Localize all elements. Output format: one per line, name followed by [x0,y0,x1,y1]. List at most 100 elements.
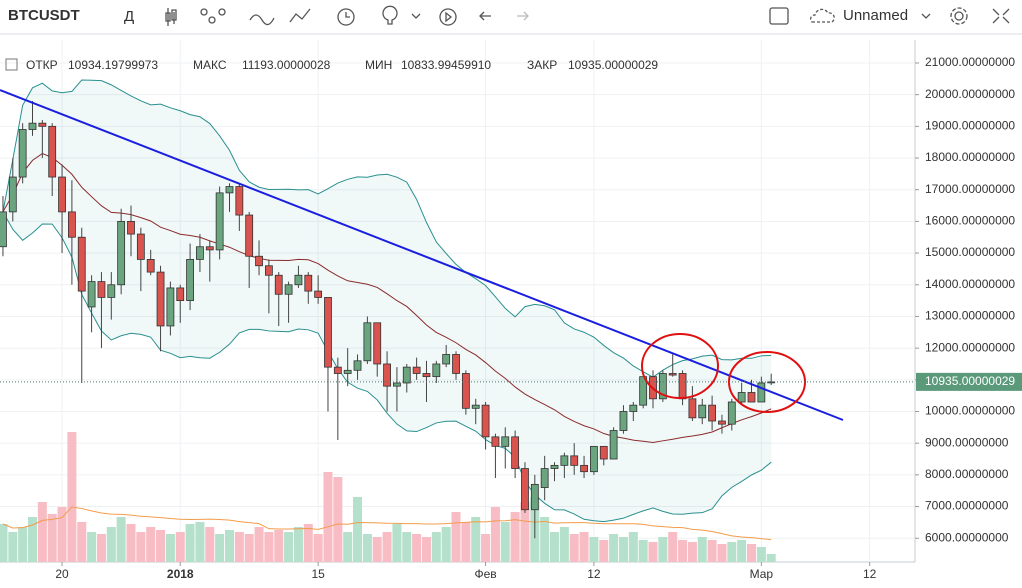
legend-toggle[interactable] [5,58,18,71]
legend-label: МИН [365,58,392,72]
volume-bar [727,542,737,562]
volume-bar [116,517,126,562]
candle-body [609,430,618,460]
volume-bar [569,534,579,562]
candle-body [590,445,598,473]
volume-bar [106,527,116,562]
volume-bar [8,532,18,562]
legend-label: ЗАКР [527,58,557,72]
candle-body [127,220,135,235]
candle-body [245,214,254,257]
volume-bar [156,530,166,562]
axes: 6000.00000000 7000.00000000 8000.00000000 9… [0,55,1022,581]
x-tick-label: Мар [750,567,774,581]
volume-bar [510,512,520,562]
volume-bar [244,534,254,562]
candle-body [304,274,313,292]
y-tick-label: 13000.00000000 [925,309,1015,323]
volume-bar [451,512,461,562]
volume-bar [254,527,264,562]
volume-bar [37,502,47,562]
legend-value: 10833.99459910 [401,58,491,72]
candle-body [284,284,293,295]
volume-bar [28,517,38,562]
candle-body [619,411,628,431]
volume-bar [658,537,668,562]
interval[interactable]: Д [124,8,134,25]
candle-body [255,255,263,267]
volume-bar [638,540,648,562]
candle-body [383,363,391,387]
layout-name[interactable]: Unnamed [843,7,908,24]
candle-body [511,436,520,469]
volume-bar [747,544,757,562]
candle-body [747,392,756,403]
candle-body [314,290,323,298]
y-tick-label: 20000.00000000 [925,87,1015,101]
volume-bar [293,527,303,562]
volume-pane [0,432,776,562]
y-tick-label: 18000.00000000 [925,150,1015,164]
volume-bar [215,534,225,562]
candle-body [274,274,283,295]
candle-body [294,274,303,286]
volume-bar [323,472,333,562]
x-tick-label: 20 [55,567,69,581]
candle-body [373,322,382,365]
volume-bar [490,507,500,562]
candle-body [422,373,431,378]
volume-bar [47,514,57,562]
volume-bar [353,497,363,562]
candle-body [658,373,667,400]
symbol[interactable]: BTCUSDT [8,7,80,24]
y-tick-label: 16000.00000000 [925,214,1015,228]
volume-bar [175,532,185,562]
candle-body [580,464,588,473]
volume-bar [589,537,599,562]
candle-body [38,122,47,127]
volume-bar [756,547,766,562]
volume-bar [234,532,244,562]
x-tick-label: Фев [474,567,496,581]
y-tick-label: 8000.00000000 [925,467,1009,481]
volume-bar [165,534,175,562]
volume-bar [441,527,451,562]
toolbar-icons[interactable] [165,5,1010,26]
candle-body [599,445,608,460]
candle-body [698,404,707,419]
candle-body [8,176,17,213]
volume-bar [18,527,28,562]
volume-bar [707,540,717,562]
volume-bar [559,527,569,562]
y-tick-label: 14000.00000000 [925,277,1015,291]
candle-body [629,404,638,412]
legend-value: 10935.00000029 [568,58,658,72]
volume-bar [313,534,323,562]
bollinger-bands [2,79,772,523]
candle-body [136,233,145,260]
volume-bar [737,540,747,562]
volume-bar [57,507,67,562]
candle-body [205,246,214,251]
volume-bar [421,537,431,562]
candle-body [530,483,539,511]
x-tick-label: 15 [311,567,325,581]
volume-bar [618,537,628,562]
volume-bar [264,532,274,562]
volume-bar [333,477,343,562]
candle-body [442,354,451,365]
candle-body [28,122,37,130]
y-tick-label: 9000.00000000 [925,435,1009,449]
candle-body [77,236,86,292]
candle-body [402,366,411,384]
volume-bar [461,522,471,562]
legend-label: МАКС [193,58,227,72]
volume-bar [372,537,382,562]
volume-bar [766,554,776,562]
highlight-ellipse [641,333,719,399]
candle-body [186,259,194,302]
volume-bar [382,532,392,562]
y-tick-label: 15000.00000000 [925,245,1015,259]
candle-body [432,363,441,378]
volume-bar [284,532,294,562]
